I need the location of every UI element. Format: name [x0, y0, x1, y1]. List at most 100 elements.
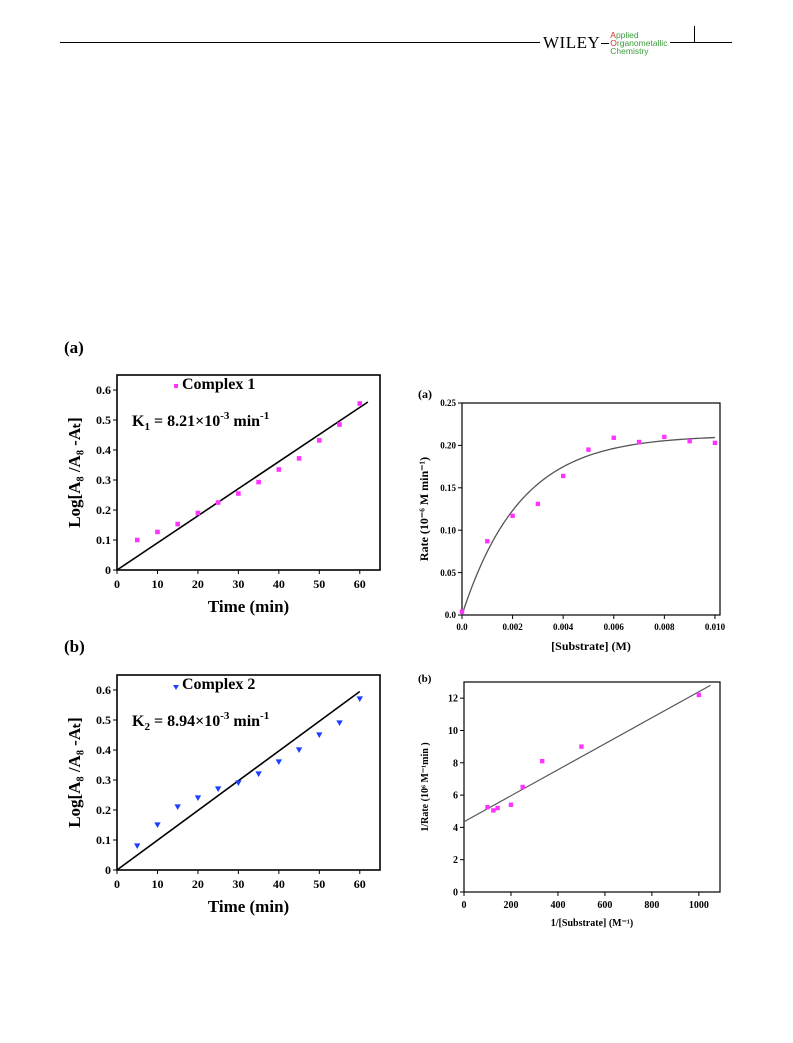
data-point [586, 447, 591, 452]
annotation-part: K [132, 713, 145, 730]
x-tick-label: 200 [503, 900, 518, 911]
y-axis-label: Log[A₈ /A₈ -Aₜ] [65, 717, 84, 828]
x-tick-label: 60 [354, 877, 366, 891]
x-tick-label: 10 [151, 577, 163, 591]
annotation-part: 2 [144, 721, 150, 733]
journal-line-2: Organometallic [610, 38, 668, 48]
y-tick-label: 0.10 [440, 525, 456, 535]
x-tick-label: 30 [232, 877, 244, 891]
annotation-part: 1 [144, 421, 150, 433]
fit-curve [461, 436, 715, 616]
publisher-name: WILEY [543, 33, 601, 52]
x-tick-label: 400 [550, 900, 565, 911]
x-axis-label: [Substrate] (M) [551, 639, 631, 653]
header-rule [60, 42, 732, 43]
panel-label: (b) [418, 673, 432, 685]
data-point [235, 780, 242, 786]
data-point [356, 696, 363, 702]
chart-panel-3: (a) 0.0 0.002 0.004 0.006 0.008 0.010 0.0 0.05 0.… [417, 387, 726, 653]
annotation-part: = 8.21×10 [150, 413, 220, 430]
data-point [579, 744, 584, 749]
data-point [560, 473, 566, 479]
legend-marker [173, 685, 179, 690]
y-tick-label: 2 [453, 855, 458, 866]
data-point [520, 784, 525, 790]
data-point [296, 456, 302, 461]
data-point [495, 805, 500, 811]
x-tick-label: 40 [273, 877, 285, 891]
data-point [317, 438, 322, 443]
data-point [236, 491, 241, 496]
data-point [174, 804, 181, 810]
data-point [195, 510, 201, 516]
x-axis-label: Time (min) [208, 597, 289, 616]
x-axis-label: 1/[Substrate] (M⁻¹) [551, 918, 633, 929]
data-point [636, 439, 642, 445]
data-point [485, 804, 490, 810]
annotation-part: = 8.94×10 [150, 713, 220, 730]
x-tick-label: 0.010 [705, 622, 726, 632]
y-tick-label: 0.0 [445, 610, 457, 620]
data-point [214, 786, 222, 792]
header-divider [694, 26, 695, 43]
legend: Complex 1 [174, 376, 255, 393]
annotation-part: -3 [220, 710, 230, 722]
data-point [485, 539, 490, 544]
data-point [256, 479, 261, 485]
y-axis-label: 1/Rate (10⁶ M⁻¹min ) [420, 742, 431, 831]
y-tick-label: 0 [453, 888, 458, 899]
data-point [336, 720, 343, 726]
x-tick-label: 0 [114, 877, 120, 891]
data-point [215, 500, 221, 505]
y-tick-label: 0.3 [96, 473, 111, 487]
y-tick-label: 0.5 [96, 413, 111, 427]
logo-dash [601, 42, 610, 44]
annotation-part: -1 [260, 710, 269, 722]
x-tick-label: 0.0 [456, 622, 468, 632]
fit-line [463, 684, 711, 823]
y-axis-label: Log[A₈ /A₈ -Aₜ] [65, 417, 84, 528]
x-tick-label: 40 [273, 577, 285, 591]
annotation-part: min [229, 713, 260, 730]
panel-label: (a) [64, 338, 84, 357]
y-tick-label: 0.6 [96, 683, 111, 697]
data-point [662, 434, 667, 440]
data-point [491, 808, 496, 813]
data-point [611, 435, 616, 440]
y-tick-label: 0.4 [96, 743, 111, 757]
x-tick-label: 800 [644, 900, 659, 911]
data-point [540, 758, 545, 764]
y-tick-label: 0.25 [440, 398, 456, 408]
plot-frame [461, 402, 721, 616]
data-point [337, 422, 342, 427]
x-tick-label: 50 [313, 577, 325, 591]
data-point [510, 513, 515, 518]
x-tick-label: 60 [354, 577, 366, 591]
y-tick-label: 0.20 [440, 441, 456, 451]
fit-line [116, 401, 369, 571]
annotation-part: K [132, 413, 145, 430]
rate-constant-annotation: K2 = 8.94×10-3 min-1 [132, 710, 269, 733]
y-tick-label: 0.6 [96, 383, 111, 397]
x-tick-label: 0.002 [502, 622, 523, 632]
data-point [357, 401, 363, 406]
y-tick-label: 0.2 [96, 503, 111, 517]
x-tick-label: 600 [597, 900, 612, 911]
data-point [295, 747, 303, 753]
x-tick-label: 0.006 [604, 622, 625, 632]
x-tick-label: 20 [192, 577, 204, 591]
annotation-part: min [229, 413, 260, 430]
y-tick-label: 0.5 [96, 713, 111, 727]
y-tick-label: 0 [105, 563, 111, 577]
legend-label: Complex 1 [182, 376, 255, 393]
panel-label: (a) [418, 387, 432, 401]
chart-panel-4: (b) 0 200 400 600 800 1000 0 2 4 6 8 10 12 1/[Substrat… [418, 673, 721, 929]
annotation-part: -1 [260, 410, 269, 422]
data-point [134, 843, 141, 849]
journal-line-3: Chemistry [610, 46, 649, 56]
y-tick-label: 0.1 [96, 533, 111, 547]
y-tick-label: 10 [448, 726, 458, 737]
data-point [154, 822, 161, 828]
data-point [459, 609, 465, 614]
plot-frame [463, 681, 721, 893]
